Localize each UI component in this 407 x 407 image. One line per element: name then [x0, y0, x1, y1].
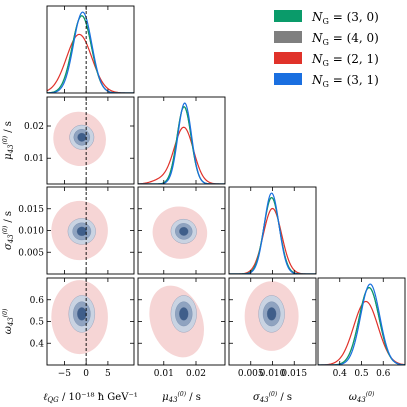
- marginal-panel-lqg: [47, 6, 134, 93]
- legend-item-3: NG = (3, 1): [274, 73, 379, 89]
- marginal-line-mu-series-3: [138, 102, 225, 184]
- marginal-line-mu-series-0: [138, 106, 225, 184]
- x-axis-label-omega: ω43(0): [349, 391, 375, 404]
- contour-panel-mu-sigma: [152, 206, 208, 259]
- legend-swatch: [274, 10, 302, 22]
- legend-label: NG = (3, 0): [311, 10, 379, 26]
- y-tick-label-omega: 0.6: [30, 296, 45, 306]
- marginal-panel-omega: [318, 283, 405, 365]
- legend-label: NG = (4, 0): [311, 31, 379, 47]
- y-axis-label-omega: ω43(0): [2, 308, 15, 334]
- y-tick-label-sigma: 0.010: [18, 227, 44, 237]
- x-tick-label-lqg: −5: [58, 369, 72, 379]
- x-tick-label-omega: 0.5: [354, 369, 369, 379]
- contour-level-3: [179, 226, 189, 236]
- panel-frame: [228, 186, 317, 275]
- legend-label: NG = (3, 1): [311, 73, 379, 89]
- legend-swatch: [274, 73, 302, 85]
- y-tick-label-sigma: 0.015: [18, 205, 44, 215]
- contour-panel-lqg-mu: [53, 97, 106, 184]
- panel-frame: [317, 277, 406, 366]
- marginal-line-sigma-series-3: [229, 192, 316, 274]
- legend-swatch: [274, 52, 302, 64]
- x-axis-label-mu: μ43(0) / s: [162, 391, 201, 404]
- x-tick-label-lqg: 5: [105, 369, 111, 379]
- contour-level-3: [76, 226, 87, 237]
- legend-swatch: [274, 31, 302, 43]
- legend-item-1: NG = (4, 0): [274, 31, 379, 47]
- legend-label: NG = (2, 1): [311, 52, 379, 68]
- contour-level-3: [179, 307, 189, 321]
- x-tick-label-sigma: 0.015: [281, 369, 307, 379]
- panel-frame: [137, 96, 226, 185]
- marginal-line-mu-series-2: [138, 126, 225, 184]
- x-tick-label-mu: 0.02: [186, 369, 206, 379]
- y-tick-label-sigma: 0.005: [18, 248, 44, 258]
- y-tick-label-mu: 0.01: [24, 154, 44, 164]
- legend-item-0: NG = (3, 0): [274, 10, 379, 26]
- contour-level-3: [266, 307, 277, 321]
- marginal-line-omega-series-0: [318, 287, 405, 365]
- contour-panel-lqg-sigma: [51, 187, 108, 274]
- marginal-line-omega-series-3: [318, 283, 405, 365]
- y-axis-label-sigma: σ43(0) / s: [2, 211, 15, 250]
- x-tick-label-mu: 0.01: [154, 369, 174, 379]
- x-tick-label-omega: 0.4: [333, 369, 348, 379]
- panel-frame: [46, 5, 135, 94]
- contour-panel-sigma-omega: [244, 281, 299, 351]
- marginal-line-omega-series-1: [318, 287, 405, 365]
- x-tick-label-omega: 0.6: [376, 369, 391, 379]
- marginal-line-mu-series-1: [138, 106, 225, 184]
- x-tick-label-sigma: 0.005: [238, 369, 264, 379]
- y-tick-label-mu: 0.02: [24, 122, 44, 132]
- contour-panel-lqg-omega: [51, 278, 108, 365]
- x-tick-label-sigma: 0.010: [260, 369, 286, 379]
- y-tick-label-omega: 0.4: [30, 339, 45, 349]
- y-tick-label-omega: 0.5: [30, 318, 45, 328]
- x-tick-label-lqg: 0: [83, 369, 89, 379]
- panel-frame: [46, 96, 135, 185]
- marginal-panel-mu: [138, 102, 225, 184]
- marginal-panel-sigma: [229, 192, 316, 274]
- contour-panel-mu-omega: [149, 285, 204, 358]
- contour-level-3: [77, 132, 87, 142]
- x-axis-label-sigma: σ43(0) / s: [253, 391, 292, 404]
- contour-level-3: [77, 307, 87, 321]
- legend-item-2: NG = (2, 1): [274, 52, 379, 68]
- legend: NG = (3, 0) NG = (4, 0) NG = (2, 1) NG = (3…: [274, 10, 379, 89]
- x-axis-label-lqg: ℓQG / 10⁻¹⁸ ħ GeV⁻¹: [43, 392, 137, 404]
- y-axis-label-mu: μ43(0) / s: [2, 121, 15, 160]
- marginal-line-sigma-series-2: [229, 207, 316, 274]
